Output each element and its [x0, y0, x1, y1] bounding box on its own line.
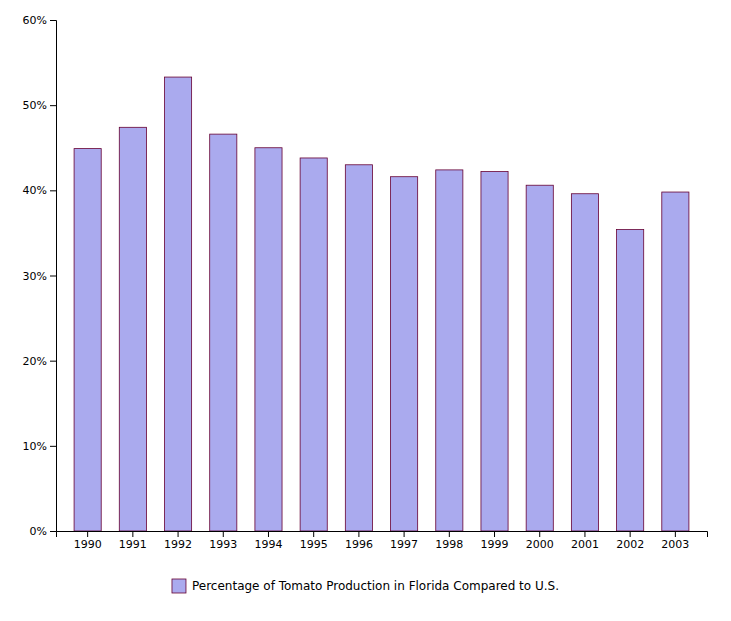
- tick-label: 10%: [23, 440, 47, 453]
- legend-label: Percentage of Tomato Production in Flori…: [192, 579, 559, 593]
- tick-label: 20%: [23, 355, 47, 368]
- tick-mark: [449, 531, 450, 537]
- bars: [74, 77, 689, 531]
- tick-mark: [50, 446, 56, 447]
- tick: 2002: [616, 531, 644, 551]
- tick: 1996: [345, 531, 373, 551]
- y-axis: 0% 10% 20% 30% 40% 50% 60%: [23, 14, 57, 538]
- tick-mark: [132, 531, 133, 537]
- tick: 20%: [23, 355, 56, 368]
- tick: 2003: [661, 531, 689, 551]
- tick-mark: [268, 531, 269, 537]
- bar: [255, 148, 282, 531]
- legend: Percentage of Tomato Production in Flori…: [172, 579, 559, 593]
- tick-label: 1991: [119, 538, 147, 551]
- tick-label: 2002: [616, 538, 644, 551]
- tick-label: 0%: [30, 525, 47, 538]
- tick: 1991: [119, 531, 147, 551]
- tick-mark: [50, 276, 56, 277]
- bar: [436, 170, 463, 531]
- legend-swatch: [172, 579, 186, 593]
- tick-label: 60%: [23, 14, 47, 27]
- bar: [391, 177, 418, 531]
- tick-label: 1996: [345, 538, 373, 551]
- tick-mark: [223, 531, 224, 537]
- tick: 2001: [571, 531, 599, 551]
- tick-label: 1999: [481, 538, 509, 551]
- tick-label: 1998: [435, 538, 463, 551]
- tick-label: 30%: [23, 270, 47, 283]
- chart: 1990 1991 1992 1993 1994 1995 1996 1997 1998 1999…: [0, 0, 731, 621]
- tick: 50%: [23, 99, 56, 112]
- tick-mark: [675, 531, 676, 537]
- tick-label: 2003: [661, 538, 689, 551]
- tick-label: 1992: [164, 538, 192, 551]
- tick-mark: [313, 531, 314, 537]
- tick-label: 1993: [209, 538, 237, 551]
- bar: [345, 165, 372, 531]
- tick: 1992: [164, 531, 192, 551]
- plot: 1990 1991 1992 1993 1994 1995 1996 1997 1998 1999…: [23, 14, 708, 551]
- tick: 1997: [390, 531, 418, 551]
- tick: 60%: [23, 14, 56, 27]
- tick-mark: [50, 531, 56, 532]
- tick-label: 1990: [74, 538, 102, 551]
- tick: 40%: [23, 184, 56, 197]
- tick-mark: [50, 190, 56, 191]
- tick: 1995: [300, 531, 328, 551]
- tick-mark: [50, 361, 56, 362]
- bar: [119, 127, 146, 531]
- x-axis: 1990 1991 1992 1993 1994 1995 1996 1997 1998 1999…: [57, 531, 708, 551]
- tick-mark: [178, 531, 179, 537]
- tick-mark: [404, 531, 405, 537]
- tick-label: 1994: [254, 538, 282, 551]
- tick: 1994: [254, 531, 282, 551]
- tick: 30%: [23, 270, 56, 283]
- legend-item: Percentage of Tomato Production in Flori…: [172, 579, 559, 593]
- bar: [300, 158, 327, 531]
- bar: [210, 134, 237, 531]
- tick: 1990: [74, 531, 102, 551]
- tick-label: 2001: [571, 538, 599, 551]
- tick-label: 50%: [23, 99, 47, 112]
- tick-label: 40%: [23, 184, 47, 197]
- tick: 0%: [30, 525, 56, 538]
- axis-line: [50, 21, 57, 532]
- tick-label: 2000: [526, 538, 554, 551]
- bar: [74, 149, 101, 531]
- tick-mark: [584, 531, 585, 537]
- tick: 1999: [481, 531, 509, 551]
- bar: [526, 185, 553, 531]
- tick-mark: [50, 105, 56, 106]
- tick-mark: [630, 531, 631, 537]
- bar: [571, 194, 598, 531]
- bar: [481, 172, 508, 531]
- tick-mark: [50, 20, 56, 21]
- tick: 1998: [435, 531, 463, 551]
- tick-label: 1995: [300, 538, 328, 551]
- tick-mark: [494, 531, 495, 537]
- tick-mark: [358, 531, 359, 537]
- bar: [662, 192, 689, 531]
- tick: 10%: [23, 440, 56, 453]
- axis-line: [57, 532, 708, 538]
- bar: [165, 77, 192, 531]
- bar: [617, 230, 644, 531]
- tick-mark: [87, 531, 88, 537]
- tick-mark: [539, 531, 540, 537]
- tick-label: 1997: [390, 538, 418, 551]
- tick: 1993: [209, 531, 237, 551]
- tick: 2000: [526, 531, 554, 551]
